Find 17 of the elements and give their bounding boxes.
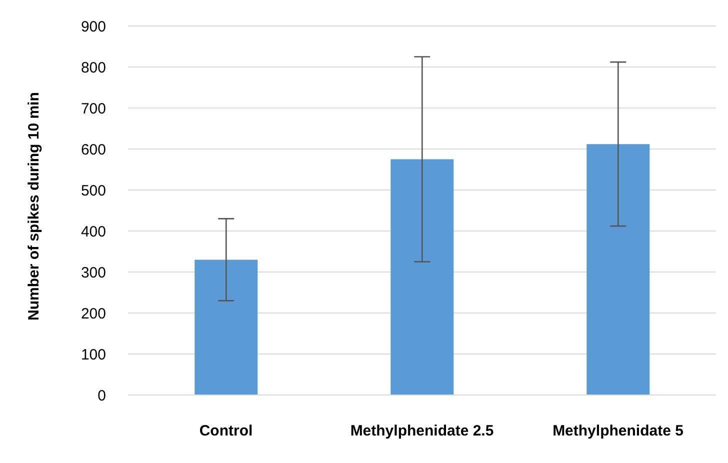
y-tick-label: 0 — [98, 387, 106, 404]
y-tick-label: 100 — [80, 346, 106, 364]
y-tick-label: 500 — [80, 182, 106, 200]
y-tick-label: 700 — [80, 100, 106, 118]
y-axis-title: Number of spikes during 10 min — [25, 92, 42, 320]
y-tick-label: 300 — [80, 264, 106, 282]
bar — [390, 159, 454, 395]
y-tick-label: 800 — [80, 59, 106, 76]
bar — [194, 260, 258, 395]
x-tick-label: Methylphenidate 2.5 — [350, 422, 494, 440]
y-tick-label: 900 — [80, 18, 106, 36]
y-tick-label: 200 — [80, 305, 106, 322]
y-tick-label: 400 — [80, 223, 106, 240]
x-tick-label: Control — [199, 422, 253, 440]
bar — [586, 144, 650, 395]
x-tick-label: Methylphenidate 5 — [552, 422, 684, 440]
y-tick-label: 600 — [80, 141, 106, 158]
